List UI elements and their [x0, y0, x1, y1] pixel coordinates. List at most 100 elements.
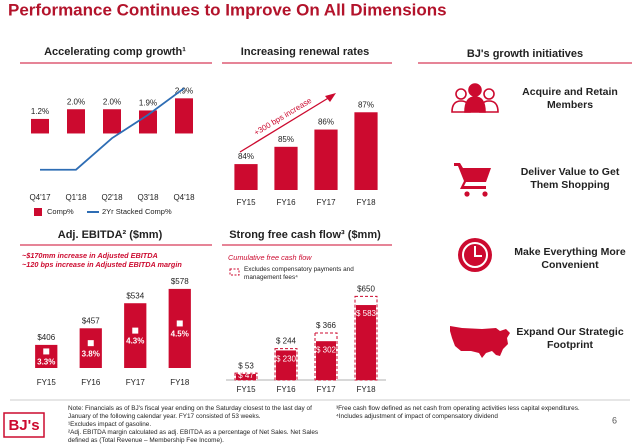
margin-label: 3.3%: [37, 358, 55, 367]
margin-bullet: [43, 348, 50, 355]
bar: [236, 373, 256, 380]
bar: [354, 112, 378, 190]
footnote: ⁴Includes adjustment of impact of compen…: [336, 413, 498, 420]
footnote: ²Adj. EBITDA margin calculated as adj. E…: [68, 429, 319, 444]
margin-bullet: [87, 340, 94, 347]
bar: [276, 350, 296, 380]
initiatives-title: BJ's growth initiatives: [467, 48, 583, 60]
x-tick-label: FY16: [81, 378, 101, 387]
chart-title: Increasing renewal rates: [241, 46, 369, 58]
legend-label: Comp%: [47, 207, 74, 216]
initiative: Expand Our Strategic Footprint: [516, 326, 624, 351]
value-label: $ 53: [238, 361, 254, 370]
value-label: $ 244: [276, 337, 297, 346]
bar: [274, 146, 298, 190]
legend-swatch: [229, 268, 240, 276]
x-tick-label: Q4'18: [173, 193, 195, 202]
cart-icon: [454, 163, 491, 197]
value-label: 86%: [318, 118, 334, 127]
bar: [124, 303, 147, 368]
annotation: +300 bps increase: [252, 96, 313, 138]
x-tick-label: FY15: [236, 385, 256, 394]
value-label: 84%: [238, 152, 254, 161]
x-tick-label: FY17: [316, 198, 336, 207]
annotation-arrow: [239, 96, 331, 153]
value-label: $ 230: [276, 355, 297, 364]
value-label: $ 583: [356, 309, 377, 318]
margin-bullet: [132, 327, 139, 334]
value-label: 2.9%: [175, 86, 193, 95]
initiative: Acquire and Retain Members: [522, 86, 618, 111]
value-label: $406: [37, 333, 55, 342]
margin-label: 4.5%: [171, 330, 189, 339]
chart-title: Strong free cash flow³ ($mm): [229, 229, 381, 241]
clock-icon: [458, 238, 492, 272]
x-tick-label: FY17: [316, 385, 336, 394]
x-tick-label: Q3'18: [137, 193, 159, 202]
bar: [79, 328, 102, 368]
annotation: ~$170mm increase in Adjusted EBITDA: [22, 251, 158, 260]
x-tick-label: FY16: [276, 198, 296, 207]
value-label: 2.0%: [103, 97, 121, 106]
value-label: $534: [126, 291, 144, 300]
bar: [314, 129, 338, 190]
bar: [139, 110, 157, 134]
legend-swatch: [34, 208, 42, 216]
x-tick-label: Q1'18: [65, 193, 87, 202]
x-tick-label: Q2'18: [101, 193, 123, 202]
chart-title: Accelerating comp growth¹: [44, 46, 186, 58]
logo: BJ's: [8, 417, 39, 434]
x-tick-label: FY18: [170, 378, 190, 387]
logo-box: [3, 412, 45, 438]
bar: [67, 109, 85, 134]
value-label: 85%: [278, 135, 294, 144]
value-label: $ 302: [316, 345, 337, 354]
margin-bullet: [176, 320, 183, 327]
bar: [175, 98, 193, 134]
members-icon: [451, 83, 499, 113]
page-number: 6: [612, 415, 617, 425]
footnote: ¹Excludes impact of gasoline.: [68, 421, 152, 428]
initiative: Deliver Value to Get Them Shopping: [520, 166, 620, 191]
bar: [168, 288, 191, 368]
value-label: 1.2%: [31, 107, 49, 116]
value-label: 1.9%: [139, 99, 157, 108]
value-label: 87%: [358, 100, 374, 109]
legend-label: Excludes compensatory payments and manag…: [244, 266, 354, 281]
value-label: 2.0%: [67, 97, 85, 106]
value-label: $ 366: [316, 321, 337, 330]
value-label: $578: [171, 277, 189, 286]
slide-title: Performance Continues to Improve On All …: [8, 0, 447, 19]
footnote: Note: Financials as of BJ's fiscal year …: [68, 405, 312, 420]
footnote: ³Free cash flow defined as net cash from…: [336, 405, 580, 412]
value-label: $457: [82, 316, 100, 325]
value-label: $ 47: [238, 371, 254, 380]
x-tick-label: FY15: [37, 378, 57, 387]
x-tick-label: FY15: [236, 198, 256, 207]
bar: [234, 164, 258, 190]
chart-title: Adj. EBITDA² ($mm): [58, 229, 163, 241]
us-map-icon: [450, 326, 510, 358]
x-tick-label: FY18: [356, 198, 376, 207]
arrow-head: [325, 93, 336, 102]
x-tick-label: Q4'17: [29, 193, 51, 202]
bar: [356, 305, 376, 380]
margin-label: 3.8%: [82, 349, 100, 358]
x-tick-label: FY16: [276, 385, 296, 394]
bar: [35, 344, 58, 368]
initiative: Make Everything More Convenient: [514, 246, 626, 271]
x-tick-label: FY18: [356, 385, 376, 394]
bar: [31, 118, 49, 134]
line: [40, 87, 185, 171]
footnotes-left: Note: Financials as of BJ's fiscal year …: [68, 405, 336, 445]
margin-label: 4.3%: [126, 337, 144, 346]
value-label: $650: [357, 285, 375, 294]
x-tick-label: FY17: [126, 378, 146, 387]
footnotes-right: ³Free cash flow defined as net cash from…: [336, 405, 604, 421]
subtitle: Cumulative free cash flow: [228, 253, 312, 262]
bar: [103, 109, 121, 134]
legend-label: 2Yr Stacked Comp%: [102, 207, 172, 216]
bar: [316, 341, 336, 380]
